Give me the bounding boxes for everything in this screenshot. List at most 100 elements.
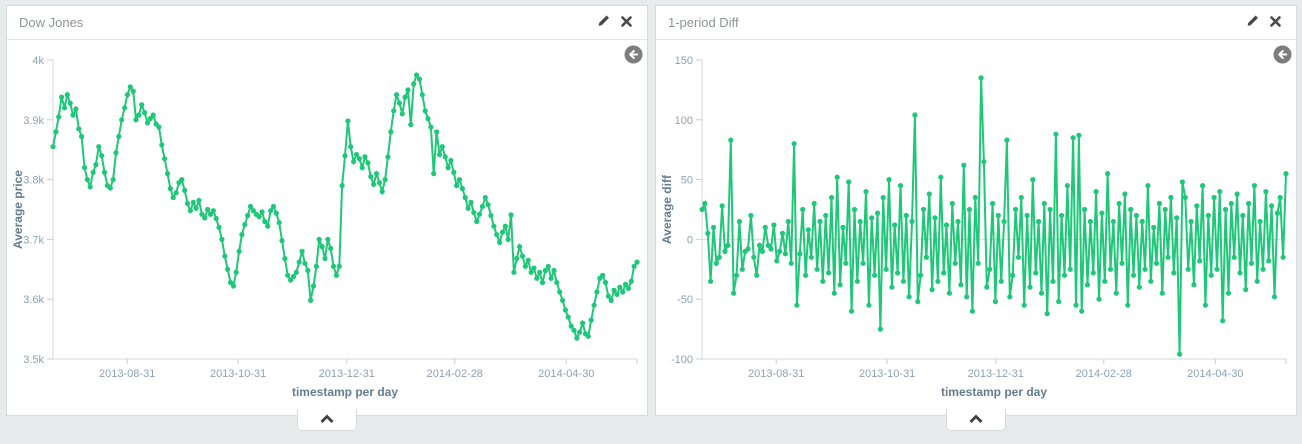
chevron-up-icon <box>319 411 335 429</box>
data-point <box>1107 266 1114 272</box>
data-point <box>1073 302 1079 308</box>
data-point <box>293 269 299 275</box>
data-point <box>116 133 122 140</box>
history-back-button[interactable] <box>1273 45 1292 64</box>
data-point <box>1044 311 1050 317</box>
data-point <box>912 112 918 118</box>
chart-svg[interactable]: 150 100 50 0 -50 -100 2013-08-31 2013-10-31 2013… <box>656 40 1296 415</box>
data-point <box>1162 206 1168 213</box>
chart-svg[interactable]: 4k 3.9k 3.8k 3.7k 3.6k 3.5k 2013-08-31 2013-10-… <box>7 40 647 415</box>
diff-chart[interactable]: 150 100 50 0 -50 -100 2013-08-31 2013-10-31 2013… <box>656 40 1296 415</box>
data-point <box>780 230 786 236</box>
data-point <box>1177 351 1183 357</box>
data-point <box>938 174 944 180</box>
data-point <box>1102 278 1108 284</box>
data-point <box>322 255 328 262</box>
svg-text:timestamp per day: timestamp per day <box>941 385 1047 399</box>
data-point <box>482 194 488 201</box>
svg-text:2014-04-30: 2014-04-30 <box>1187 368 1243 380</box>
edit-button[interactable] <box>593 14 615 32</box>
data-point <box>90 169 96 175</box>
data-point <box>1113 290 1119 296</box>
data-point <box>288 277 294 283</box>
data-point <box>941 270 947 276</box>
data-point <box>863 189 869 195</box>
data-point <box>87 184 93 190</box>
price-chart[interactable]: 4k 3.9k 3.8k 3.7k 3.6k 3.5k 2013-08-31 2013-10-… <box>7 40 647 415</box>
data-point <box>768 246 774 252</box>
data-point <box>1237 270 1243 276</box>
data-point <box>932 215 938 221</box>
data-point <box>302 260 308 266</box>
data-point <box>139 102 145 108</box>
history-back-button[interactable] <box>624 45 643 64</box>
data-point <box>966 206 973 213</box>
data-point <box>53 129 59 135</box>
data-point <box>1050 278 1056 284</box>
data-point <box>1257 218 1263 225</box>
data-point <box>866 302 872 308</box>
data-point <box>1208 272 1214 278</box>
data-point <box>499 229 506 235</box>
data-point <box>1033 270 1039 276</box>
data-point <box>705 230 711 236</box>
close-button[interactable] <box>1264 14 1286 32</box>
data-point <box>774 258 780 264</box>
data-point <box>620 289 626 295</box>
data-point <box>880 194 886 201</box>
data-point <box>877 326 883 332</box>
data-point <box>1128 206 1134 213</box>
data-point <box>405 87 411 93</box>
data-point <box>1004 137 1010 143</box>
data-point <box>445 165 451 171</box>
data-point <box>162 156 168 162</box>
data-point <box>1079 308 1085 314</box>
data-point <box>1182 194 1188 201</box>
data-point <box>719 203 725 209</box>
data-point <box>1027 284 1033 290</box>
data-point <box>958 282 964 288</box>
data-point <box>110 177 116 183</box>
data-point <box>1197 258 1203 264</box>
data-point <box>560 297 566 303</box>
data-point <box>216 224 222 230</box>
data-point <box>276 220 282 226</box>
data-point <box>422 108 428 114</box>
data-point <box>476 211 483 217</box>
data-point <box>990 200 996 207</box>
data-point <box>1225 290 1232 296</box>
svg-text:2013-12-31: 2013-12-31 <box>968 368 1024 380</box>
data-point <box>823 212 829 219</box>
collapse-button[interactable] <box>297 409 357 431</box>
data-point <box>972 194 978 201</box>
data-point <box>1194 203 1200 209</box>
data-point <box>1179 179 1185 185</box>
data-point <box>903 212 909 219</box>
data-point <box>759 248 765 254</box>
collapse-button[interactable] <box>946 409 1006 431</box>
data-point <box>127 84 133 90</box>
data-point <box>396 100 402 106</box>
data-point <box>1142 266 1148 272</box>
data-point <box>1200 183 1206 189</box>
data-point <box>1260 266 1266 272</box>
data-point <box>826 270 832 276</box>
data-point <box>860 260 866 266</box>
data-point <box>545 263 551 269</box>
data-point <box>456 177 463 183</box>
data-point <box>1185 266 1191 272</box>
edit-button[interactable] <box>1242 14 1264 32</box>
data-point <box>591 302 597 308</box>
data-point <box>356 156 362 162</box>
data-point <box>1171 270 1177 276</box>
svg-text:2014-02-28: 2014-02-28 <box>1076 368 1132 380</box>
data-point <box>130 88 136 94</box>
svg-text:2013-10-31: 2013-10-31 <box>210 368 266 380</box>
data-point <box>702 200 708 207</box>
close-button[interactable] <box>615 14 637 32</box>
data-point <box>625 285 632 291</box>
data-point <box>785 218 791 225</box>
data-point <box>577 329 583 335</box>
data-point <box>943 222 950 228</box>
data-point <box>1220 318 1226 324</box>
